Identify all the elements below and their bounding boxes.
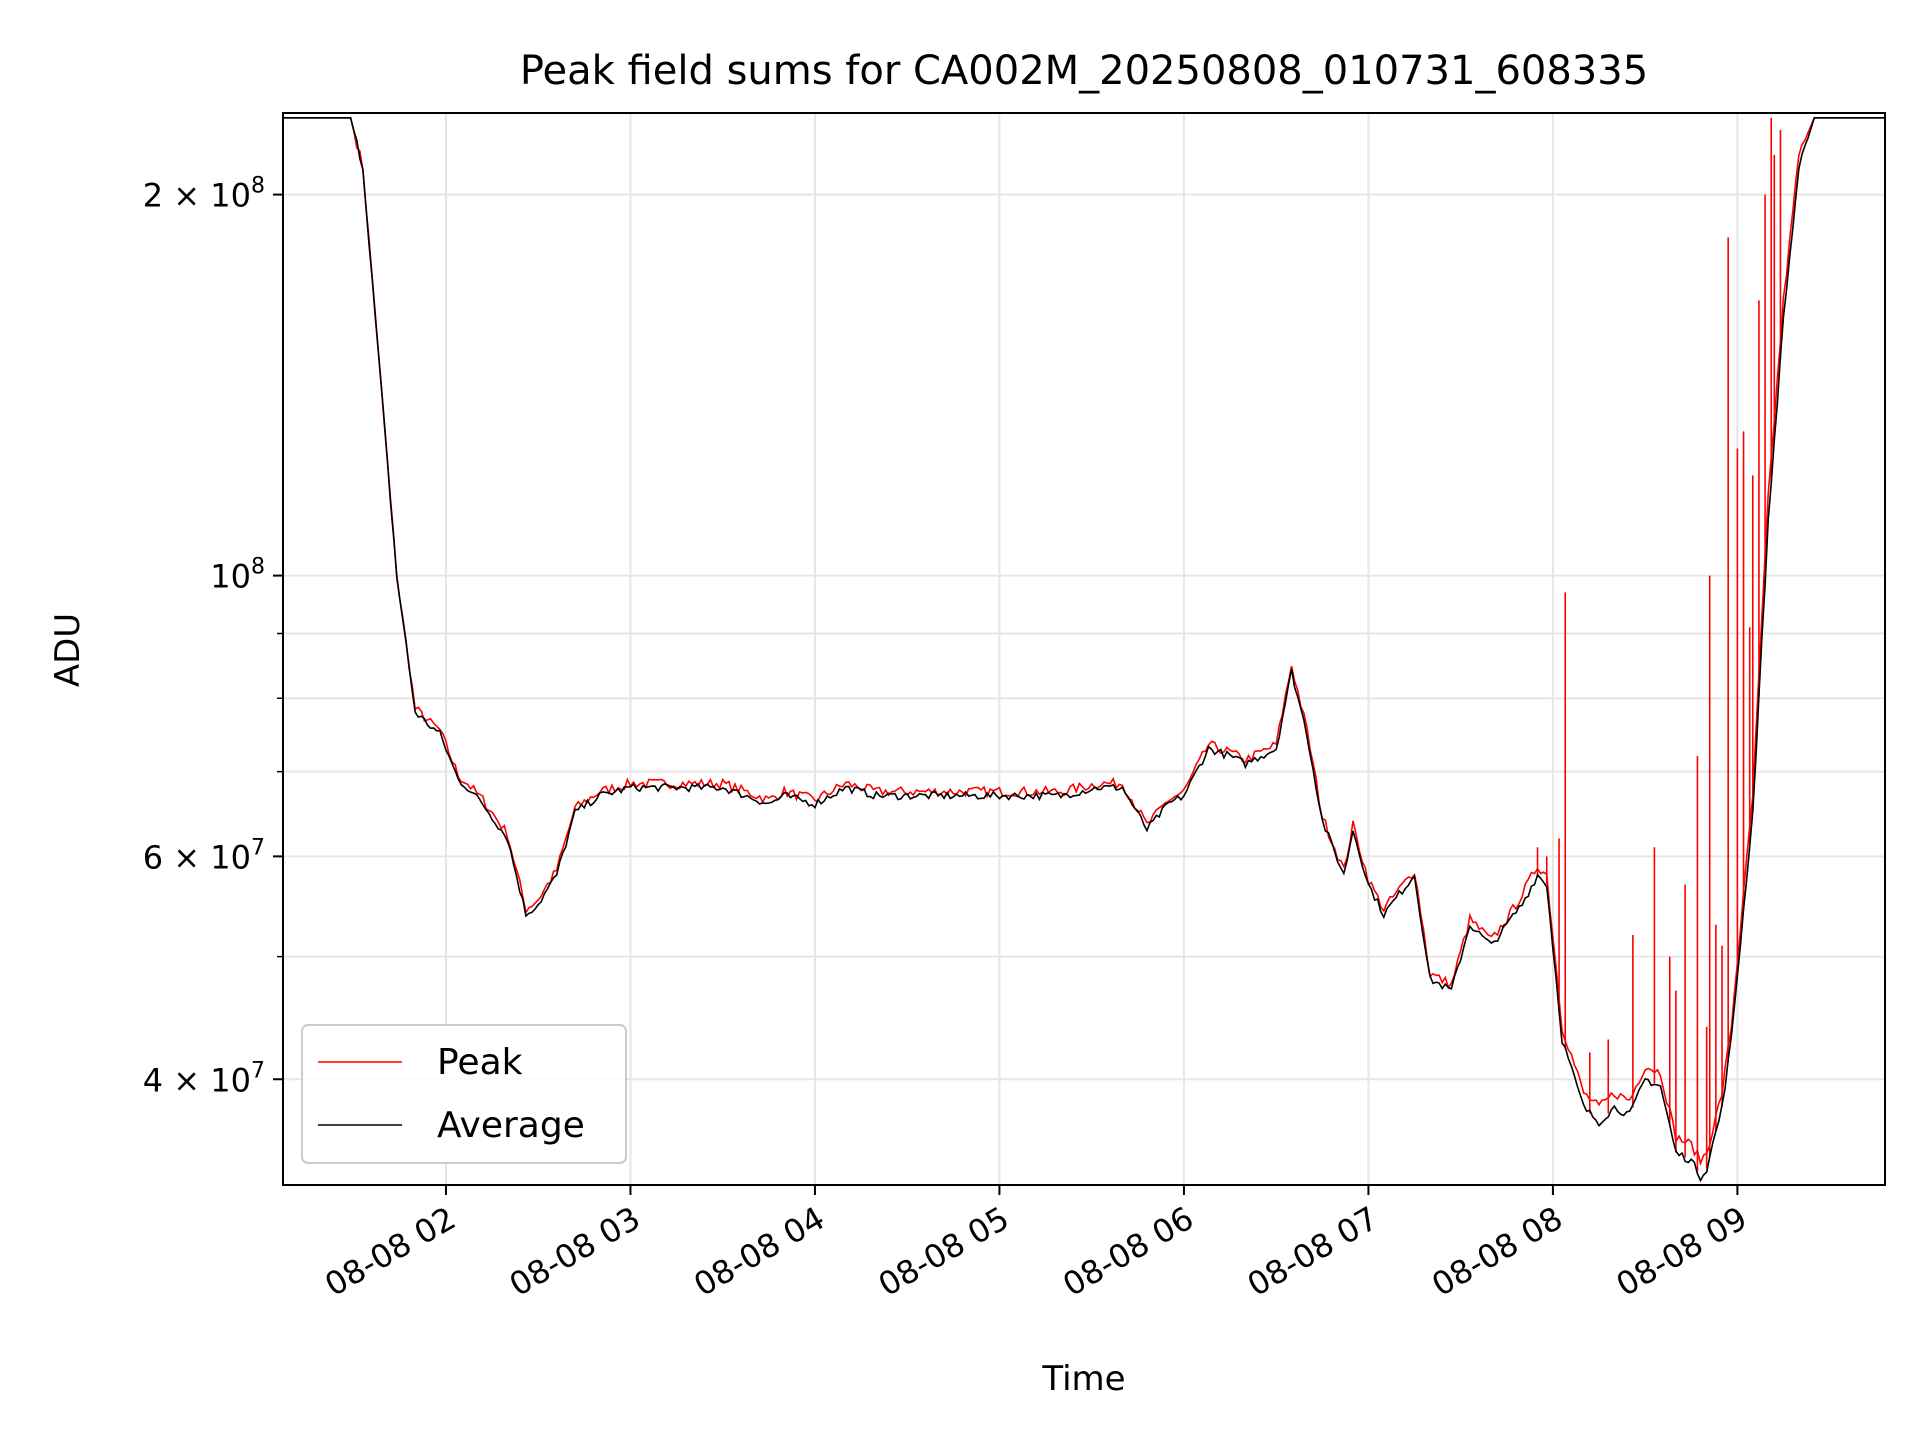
legend-box bbox=[301, 1024, 627, 1164]
y-tick-label: 6 × 107 bbox=[143, 835, 265, 876]
legend: Peak Average bbox=[301, 1024, 627, 1164]
grid bbox=[283, 113, 1885, 1185]
x-axis-title: Time bbox=[1041, 1359, 1125, 1399]
series-peak-line bbox=[283, 117, 1885, 1167]
y-tick-label: 2 × 108 bbox=[143, 174, 265, 215]
legend-label-average: Average bbox=[437, 1105, 585, 1146]
y-axis-title: ADU bbox=[48, 613, 88, 687]
series-average-line bbox=[283, 117, 1885, 1183]
legend-label-peak: Peak bbox=[437, 1042, 523, 1083]
chart-title: Peak field sums for CA002M_20250808_0107… bbox=[520, 48, 1648, 94]
y-axis: 4 × 107 6 × 107 108 2 × 108 bbox=[143, 174, 283, 1099]
plot-area bbox=[283, 117, 1885, 1183]
series-group bbox=[283, 117, 1885, 1183]
y-tick-label: 4 × 107 bbox=[143, 1058, 265, 1099]
y-tick-label: 108 bbox=[210, 555, 265, 596]
plot-frame bbox=[282, 112, 1886, 1186]
